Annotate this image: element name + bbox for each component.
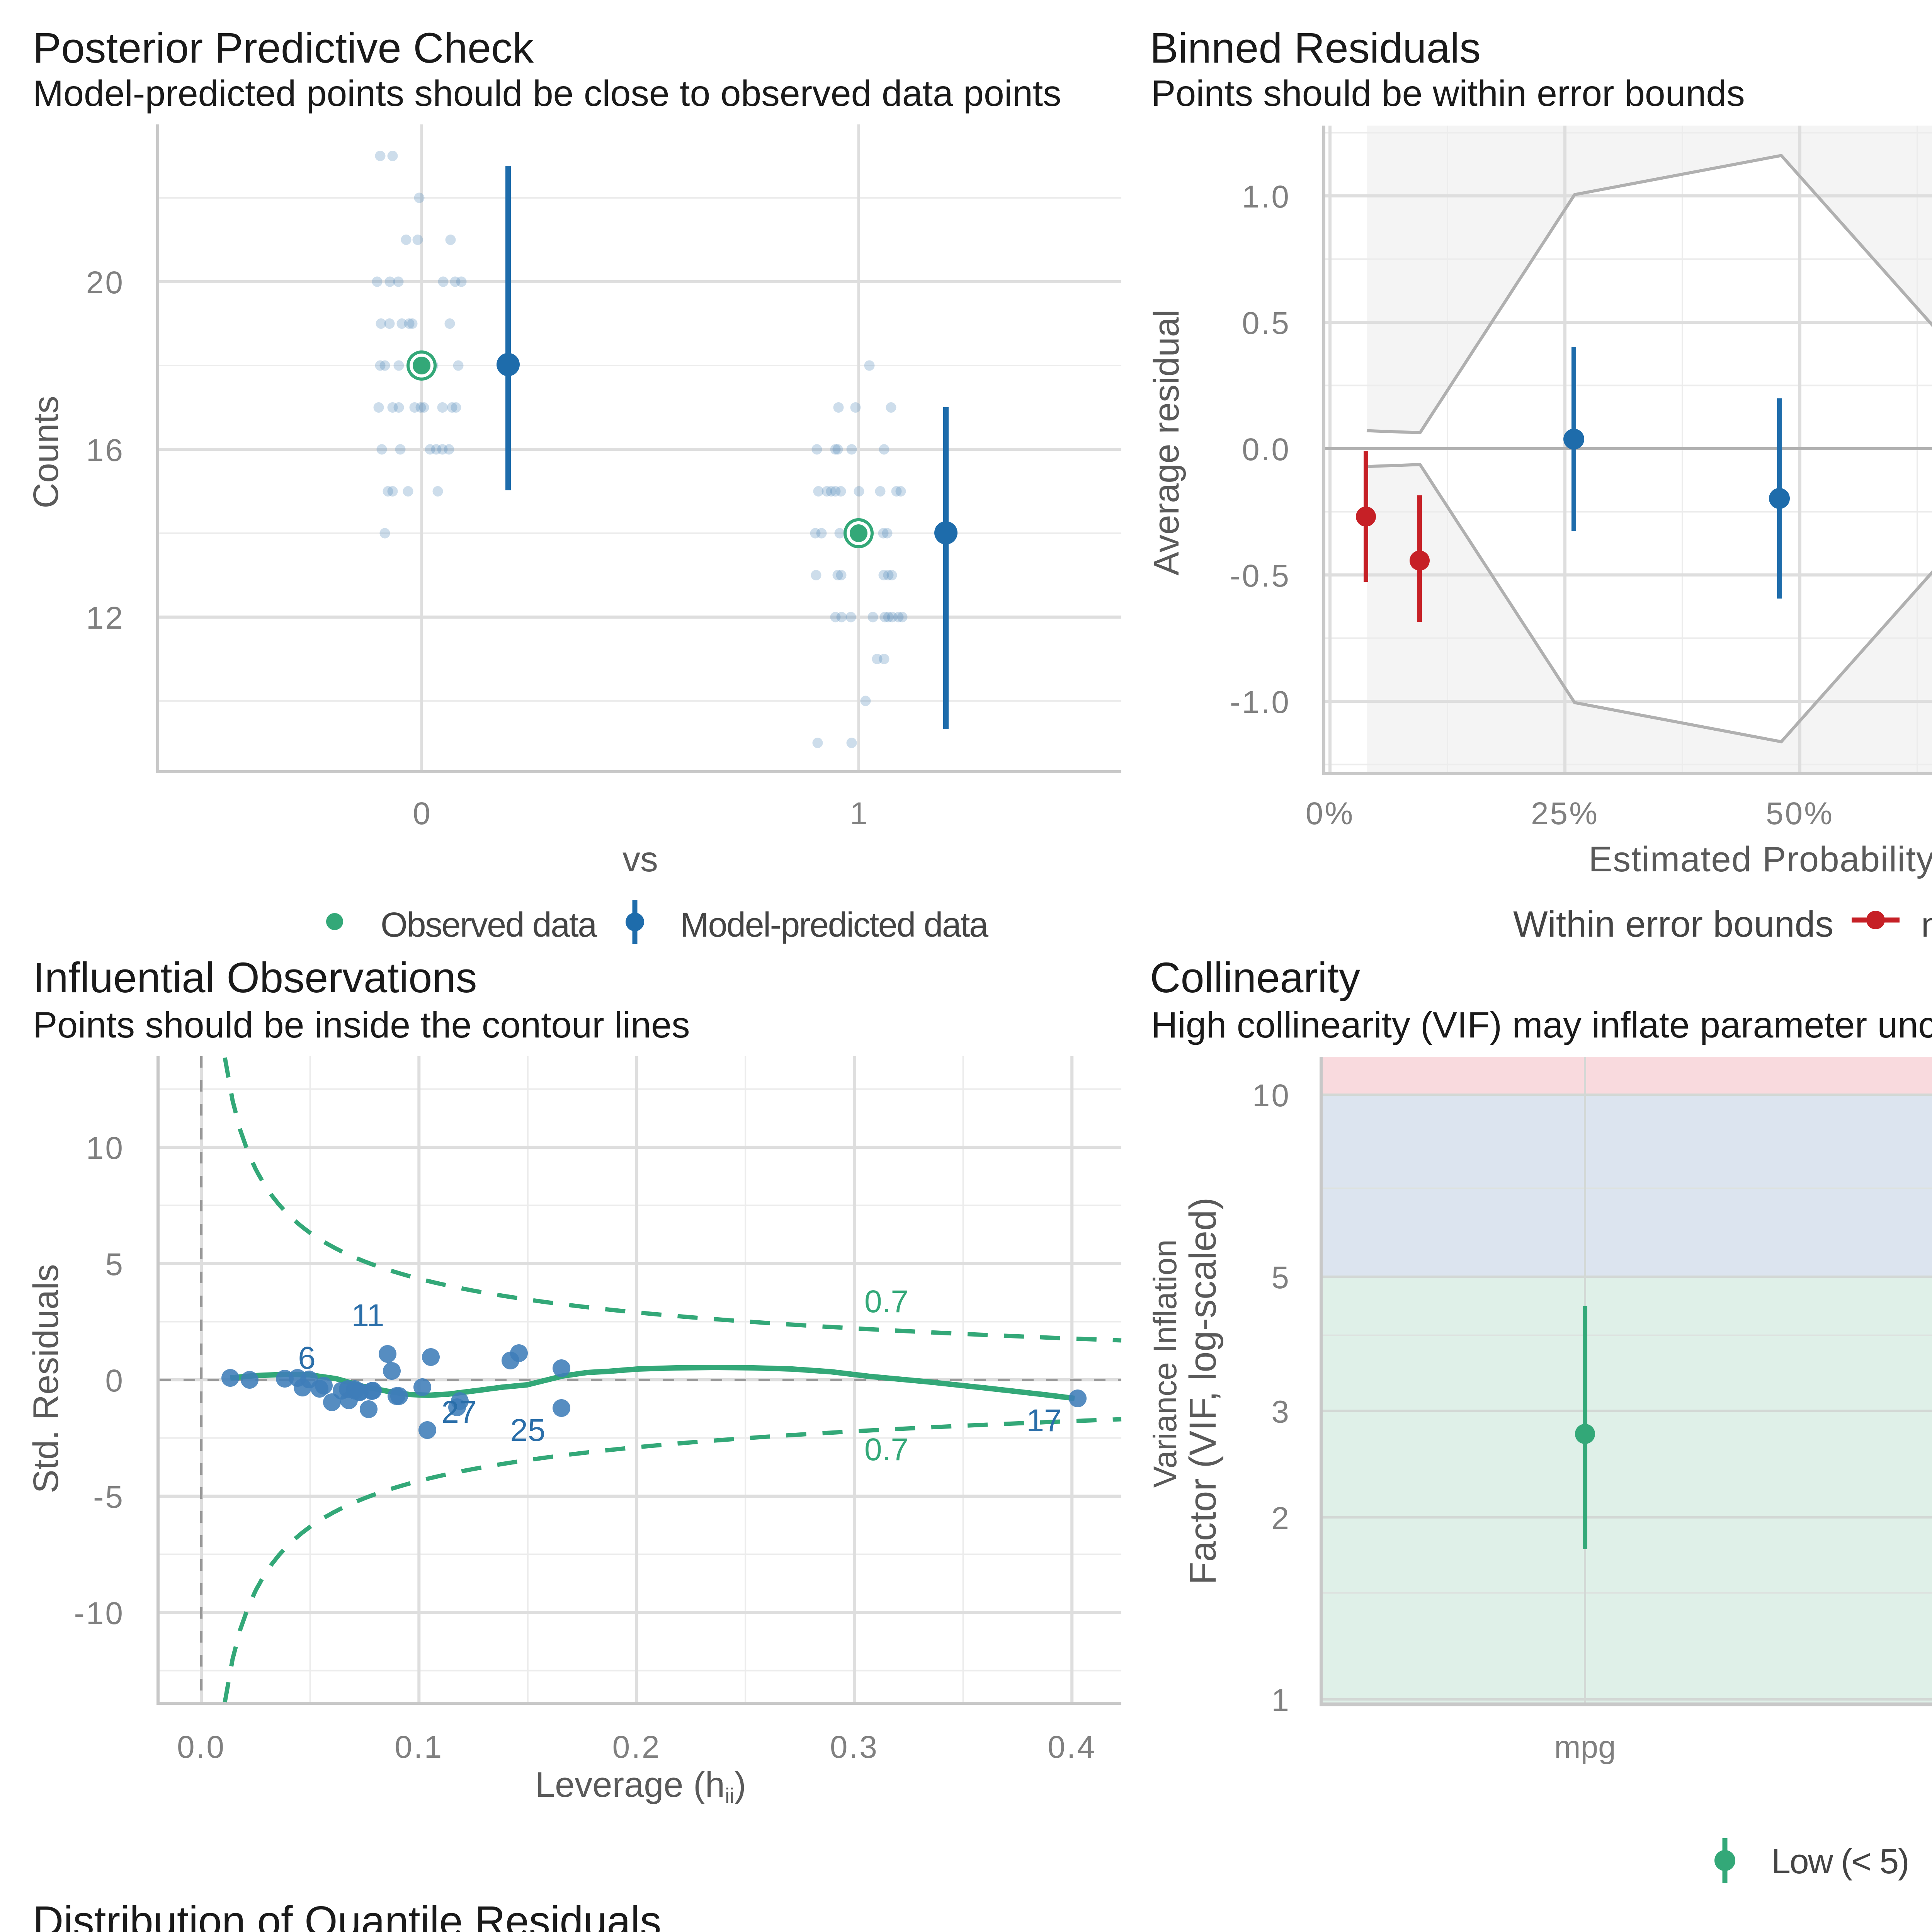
svg-text:Factor (VIF, log-scaled): Factor (VIF, log-scaled): [1182, 1197, 1224, 1585]
svg-text:Influential Observations: Influential Observations: [33, 954, 477, 1002]
svg-text:Estimated Probability of vs: Estimated Probability of vs: [1588, 840, 1932, 879]
svg-text:-0.5: -0.5: [1230, 558, 1291, 594]
svg-text:Leverage (hii): Leverage (hii): [535, 1765, 746, 1808]
svg-text:-1.0: -1.0: [1230, 685, 1291, 720]
svg-text:0: 0: [105, 1363, 124, 1398]
svg-text:Low (< 5): Low (< 5): [1771, 1842, 1908, 1881]
svg-text:16: 16: [86, 433, 124, 468]
svg-text:3: 3: [1271, 1394, 1291, 1429]
svg-text:Distribution of Quantile Resid: Distribution of Quantile Residuals: [33, 1898, 661, 1932]
svg-text:12: 12: [86, 600, 124, 636]
svg-text:-5: -5: [93, 1480, 124, 1515]
svg-text:Points should be inside the co: Points should be inside the contour line…: [33, 1005, 690, 1046]
svg-text:no: no: [1921, 906, 1932, 944]
svg-text:5: 5: [1271, 1260, 1291, 1295]
svg-text:25: 25: [510, 1413, 545, 1448]
svg-text:Counts: Counts: [26, 396, 66, 509]
svg-text:-10: -10: [74, 1596, 124, 1631]
svg-text:vs: vs: [622, 840, 658, 879]
svg-text:5: 5: [105, 1247, 124, 1282]
svg-text:Posterior Predictive Check: Posterior Predictive Check: [33, 24, 534, 72]
svg-text:0.0: 0.0: [177, 1730, 226, 1765]
svg-text:0.7: 0.7: [864, 1284, 908, 1319]
svg-text:0.1: 0.1: [395, 1730, 443, 1765]
svg-text:17: 17: [1026, 1403, 1061, 1438]
svg-text:50%: 50%: [1766, 796, 1834, 831]
svg-text:0.0: 0.0: [1242, 432, 1291, 467]
svg-text:0.5: 0.5: [1242, 306, 1291, 341]
svg-text:6: 6: [298, 1340, 316, 1376]
svg-text:0%: 0%: [1306, 796, 1355, 831]
svg-text:25%: 25%: [1531, 796, 1599, 831]
svg-text:0: 0: [413, 796, 430, 831]
svg-text:mpg: mpg: [1554, 1730, 1616, 1765]
svg-text:Model-predicted data: Model-predicted data: [680, 906, 989, 944]
svg-text:1.0: 1.0: [1242, 179, 1291, 214]
svg-text:0.3: 0.3: [830, 1730, 879, 1765]
svg-text:0.4: 0.4: [1048, 1730, 1096, 1765]
svg-text:1: 1: [850, 796, 867, 831]
svg-text:27: 27: [441, 1395, 476, 1430]
svg-text:2: 2: [1271, 1501, 1291, 1536]
svg-text:Std. Residuals: Std. Residuals: [26, 1264, 66, 1493]
svg-text:11: 11: [351, 1298, 384, 1333]
svg-text:Average residual: Average residual: [1147, 310, 1186, 576]
svg-text:1: 1: [1271, 1683, 1291, 1718]
svg-text:Model-predicted points should: Model-predicted points should be close t…: [33, 73, 1061, 114]
svg-text:High collinearity (VIF) may in: High collinearity (VIF) may inflate para…: [1151, 1005, 1932, 1046]
svg-text:10: 10: [86, 1131, 124, 1166]
svg-text:20: 20: [86, 265, 124, 300]
svg-text:Observed data: Observed data: [381, 906, 597, 944]
svg-text:Binned Residuals: Binned Residuals: [1150, 24, 1481, 72]
svg-text:Variance Inflation: Variance Inflation: [1147, 1240, 1183, 1488]
svg-text:0.2: 0.2: [612, 1730, 661, 1765]
svg-text:0.7: 0.7: [864, 1432, 908, 1467]
svg-text:Within error bounds: Within error bounds: [1513, 904, 1833, 945]
svg-text:Collinearity: Collinearity: [1150, 954, 1360, 1002]
svg-text:10: 10: [1252, 1078, 1291, 1113]
svg-text:Points should be within error: Points should be within error bounds: [1151, 73, 1745, 114]
